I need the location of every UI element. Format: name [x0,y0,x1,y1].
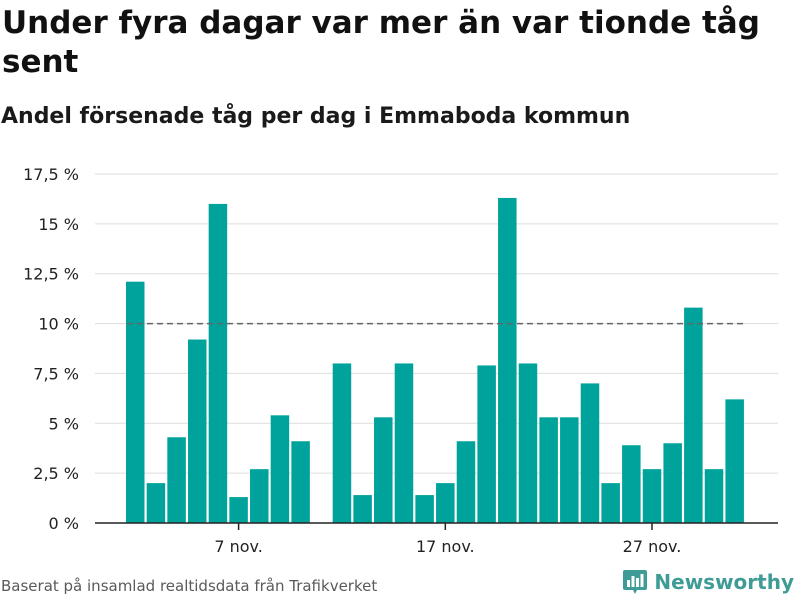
y-tick-label: 12,5 % [23,265,79,284]
bar [167,437,186,523]
bar [456,441,476,523]
chart-title: Under fyra dagar var mer än var tionde t… [2,5,760,80]
bar [332,363,352,523]
bar [684,307,703,523]
bar [601,483,620,523]
bar [415,495,434,523]
brand-logo: Newsworthy [622,568,794,596]
bar [126,281,145,523]
bar [539,417,558,523]
bar [580,383,600,523]
x-tick-label: 27 nov. [623,537,682,556]
bar [146,483,166,523]
bar [394,363,414,523]
bar [208,203,228,523]
y-tick-label: 7,5 % [33,364,79,383]
bar [518,363,538,523]
brand-name: Newsworthy [654,570,794,594]
bar [560,417,579,523]
bar [291,441,310,523]
y-tick-label: 10 % [38,315,79,334]
bar [270,415,290,523]
x-tick-label: 7 nov. [214,537,263,556]
bar [498,197,517,523]
y-tick-label: 17,5 % [23,165,79,184]
bar [725,399,744,523]
bar [374,417,393,523]
bar [188,339,207,523]
bar [436,483,455,523]
bar [229,497,248,523]
source-note: Baserat på insamlad realtidsdata från Tr… [1,577,378,595]
y-tick-label: 0 % [49,514,79,533]
bar [704,469,724,523]
y-tick-label: 15 % [38,215,79,234]
bar-chart-logo-icon [623,570,648,594]
bar [477,365,496,523]
bar [622,445,641,523]
bar-chart: 0 % 2,5 % 5 % 7,5 % 10 % 12,5 % 15 % 17,5 % 7 no… [23,165,778,556]
bar [353,495,372,523]
x-tick-label: 17 nov. [416,537,475,556]
bar [663,443,682,523]
y-tick-label: 5 % [49,414,79,433]
y-tick-label: 2,5 % [33,464,79,483]
bar [642,469,662,523]
bar [250,469,269,523]
chart-subtitle: Andel försenade tåg per dag i Emmaboda k… [1,104,631,129]
